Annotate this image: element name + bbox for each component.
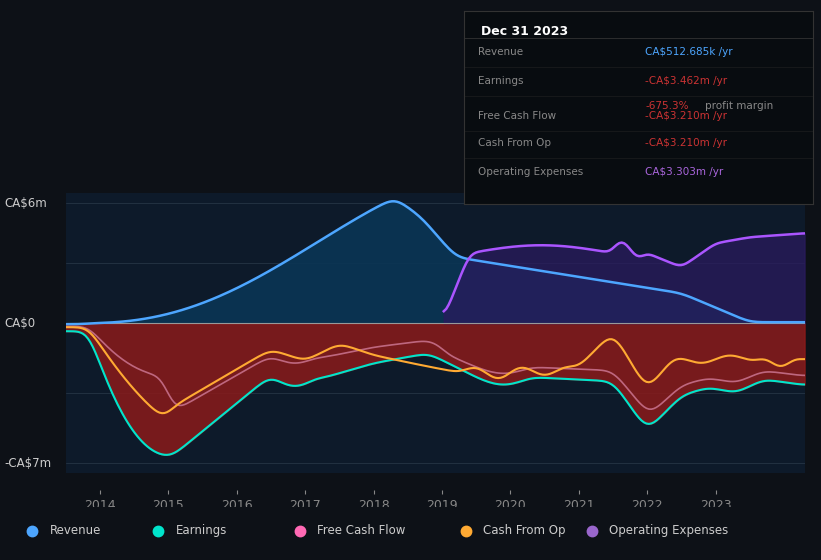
Text: CA$6m: CA$6m: [4, 197, 47, 209]
Text: CA$0: CA$0: [4, 317, 35, 330]
Text: CA$3.303m /yr: CA$3.303m /yr: [645, 166, 723, 176]
Text: -CA$7m: -CA$7m: [4, 457, 51, 470]
Text: -CA$3.462m /yr: -CA$3.462m /yr: [645, 76, 727, 86]
Text: Earnings: Earnings: [478, 76, 523, 86]
Text: Free Cash Flow: Free Cash Flow: [478, 110, 556, 120]
Text: Cash From Op: Cash From Op: [478, 138, 551, 148]
Text: -675.3%: -675.3%: [645, 101, 689, 111]
Text: Operating Expenses: Operating Expenses: [478, 166, 583, 176]
Text: Cash From Op: Cash From Op: [483, 525, 566, 538]
Text: profit margin: profit margin: [704, 101, 773, 111]
Text: Revenue: Revenue: [478, 47, 523, 57]
Text: CA$512.685k /yr: CA$512.685k /yr: [645, 47, 733, 57]
Text: -CA$3.210m /yr: -CA$3.210m /yr: [645, 138, 727, 148]
Text: Earnings: Earnings: [176, 525, 227, 538]
Text: -CA$3.210m /yr: -CA$3.210m /yr: [645, 110, 727, 120]
Text: Dec 31 2023: Dec 31 2023: [481, 25, 568, 38]
Text: Revenue: Revenue: [49, 525, 101, 538]
Text: Operating Expenses: Operating Expenses: [609, 525, 728, 538]
Text: Free Cash Flow: Free Cash Flow: [318, 525, 406, 538]
